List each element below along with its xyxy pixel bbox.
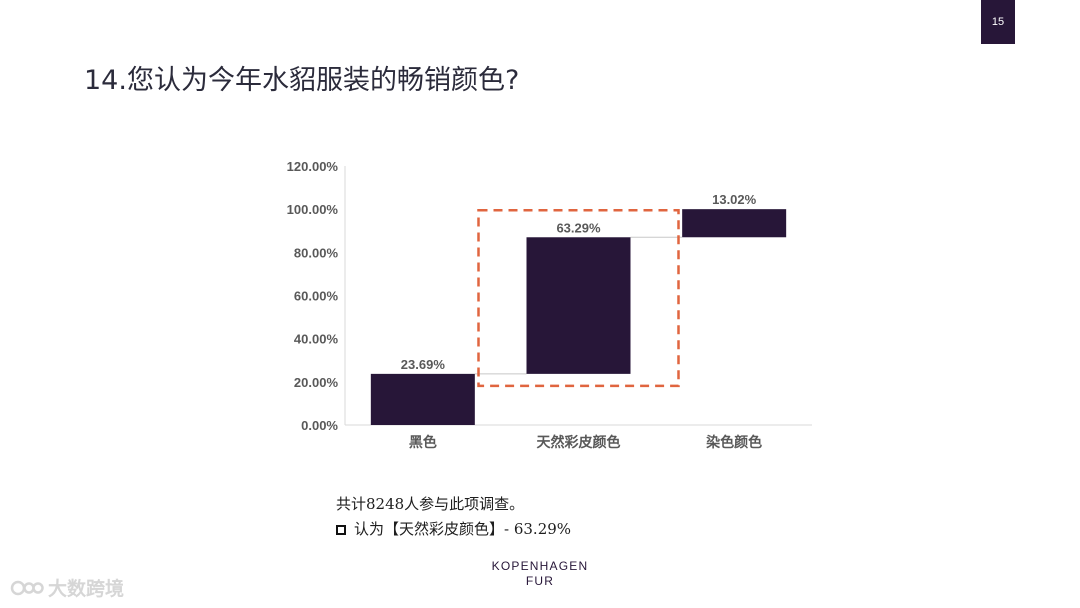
y-tick-label: 40.00% [294,332,339,347]
x-axis-labels: 黑色 天然彩皮颜色 染色颜色 [409,434,762,451]
y-tick-label: 20.00% [294,375,339,390]
y-tick-label: 60.00% [294,289,339,304]
y-tick-label: 80.00% [294,245,339,260]
survey-note-line-1: 共计8248人参与此项调查。 [336,495,525,513]
y-axis-ticks: 120.00% 100.00% 80.00% 60.00% 40.00% 20.00% 0.… [287,159,339,433]
data-label: 63.29% [556,220,601,235]
y-tick-label: 0.00% [301,418,338,433]
bar-2 [526,237,631,374]
bar-1 [370,373,475,425]
data-label: 13.02% [712,192,757,207]
x-tick-label: 黑色 [409,434,437,451]
x-tick-label: 天然彩皮颜色 [537,434,621,451]
highlight-box [477,209,680,388]
brand-logo-line-1: KOPENHAGEN [491,559,589,573]
page-number: 15 [981,0,1015,44]
survey-note-line-2: 认为【天然彩皮颜色】- 63.29% [336,517,571,542]
data-labels: 23.69% 63.29% 13.02% [401,192,757,372]
data-label: 23.69% [401,357,446,372]
highlight-box-group [477,209,680,388]
survey-note: 共计8248人参与此项调查。 认为【天然彩皮颜色】- 63.29% [336,492,571,542]
x-tick-label: 染色颜色 [706,434,762,451]
survey-note-line-2-text: 认为【天然彩皮颜色】- 63.29% [354,520,572,538]
watermark-logo-icon [10,580,44,595]
watermark: 大数跨境 [10,574,124,601]
slide-title: 14.您认为今年水貂服装的畅销颜色? [84,65,520,96]
y-tick-label: 120.00% [287,159,339,174]
y-tick-label: 100.00% [287,202,339,217]
brand-logo-line-2: FUR [525,574,555,588]
watermark-text: 大数跨境 [48,578,125,600]
checkbox-icon [336,524,346,535]
brand-logo: KOPENHAGEN FUR [480,559,600,589]
bars [370,209,787,425]
bar-3 [682,209,787,238]
